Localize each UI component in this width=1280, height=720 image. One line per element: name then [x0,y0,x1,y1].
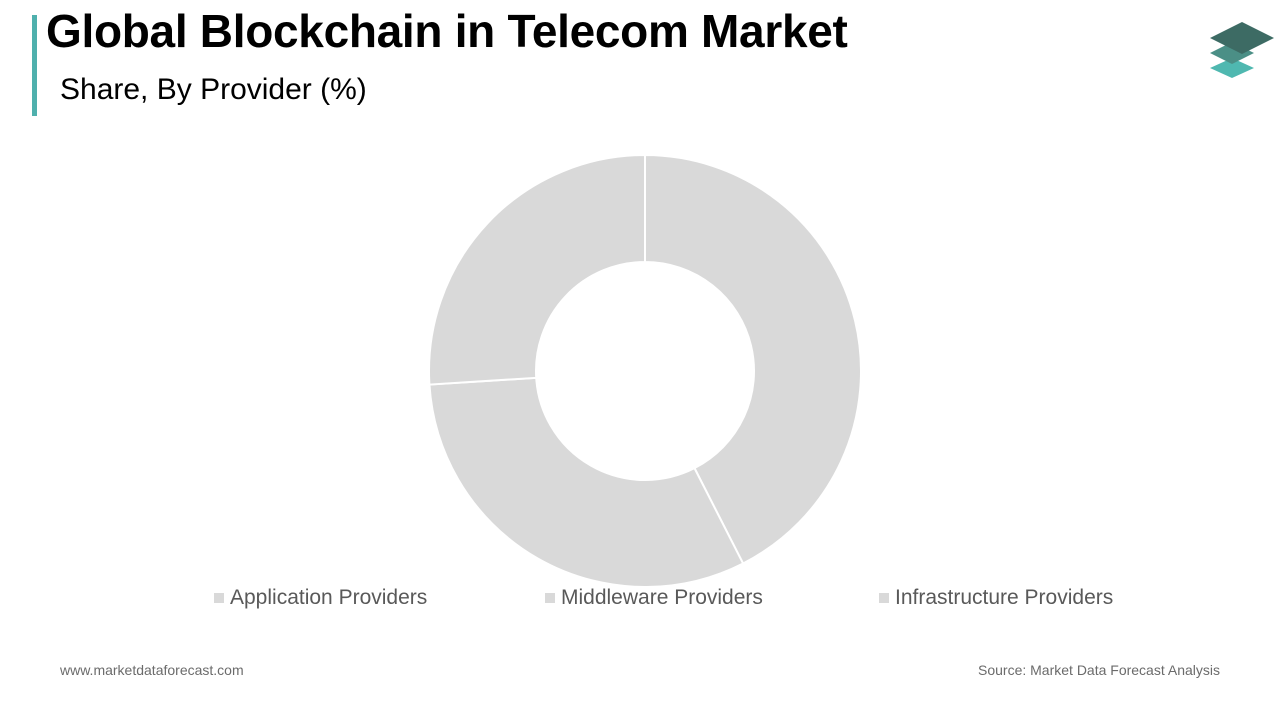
accent-bar [32,15,37,116]
legend-item-infrastructure-providers: Infrastructure Providers [879,586,1113,610]
legend-swatch [545,593,555,603]
logo-layer-bottom [1210,58,1254,78]
legend-item-middleware-providers: Middleware Providers [545,586,763,610]
logo-layer-top [1210,22,1274,54]
website-link[interactable]: www.marketdataforecast.com [60,662,244,678]
legend-label: Application Providers [230,586,428,609]
slice-infrastructure-providers [428,153,646,386]
source-note: Source: Market Data Forecast Analysis [978,662,1220,678]
legend-label: Infrastructure Providers [895,586,1114,609]
slice-application-providers [644,153,862,565]
chart-subtitle: Share, By Provider (%) [60,73,367,106]
slice-middleware-providers [428,376,745,588]
legend-item-application-providers: Application Providers [214,586,427,610]
legend-swatch [879,593,889,603]
donut-slices [428,153,862,588]
legend-swatch [214,593,224,603]
chart-legend: Application Providers Middleware Provide… [0,586,1280,616]
stacked-layers-icon [1210,22,1274,78]
chart-title: Global Blockchain in Telecom Market [46,5,848,57]
legend-label: Middleware Providers [561,586,763,609]
